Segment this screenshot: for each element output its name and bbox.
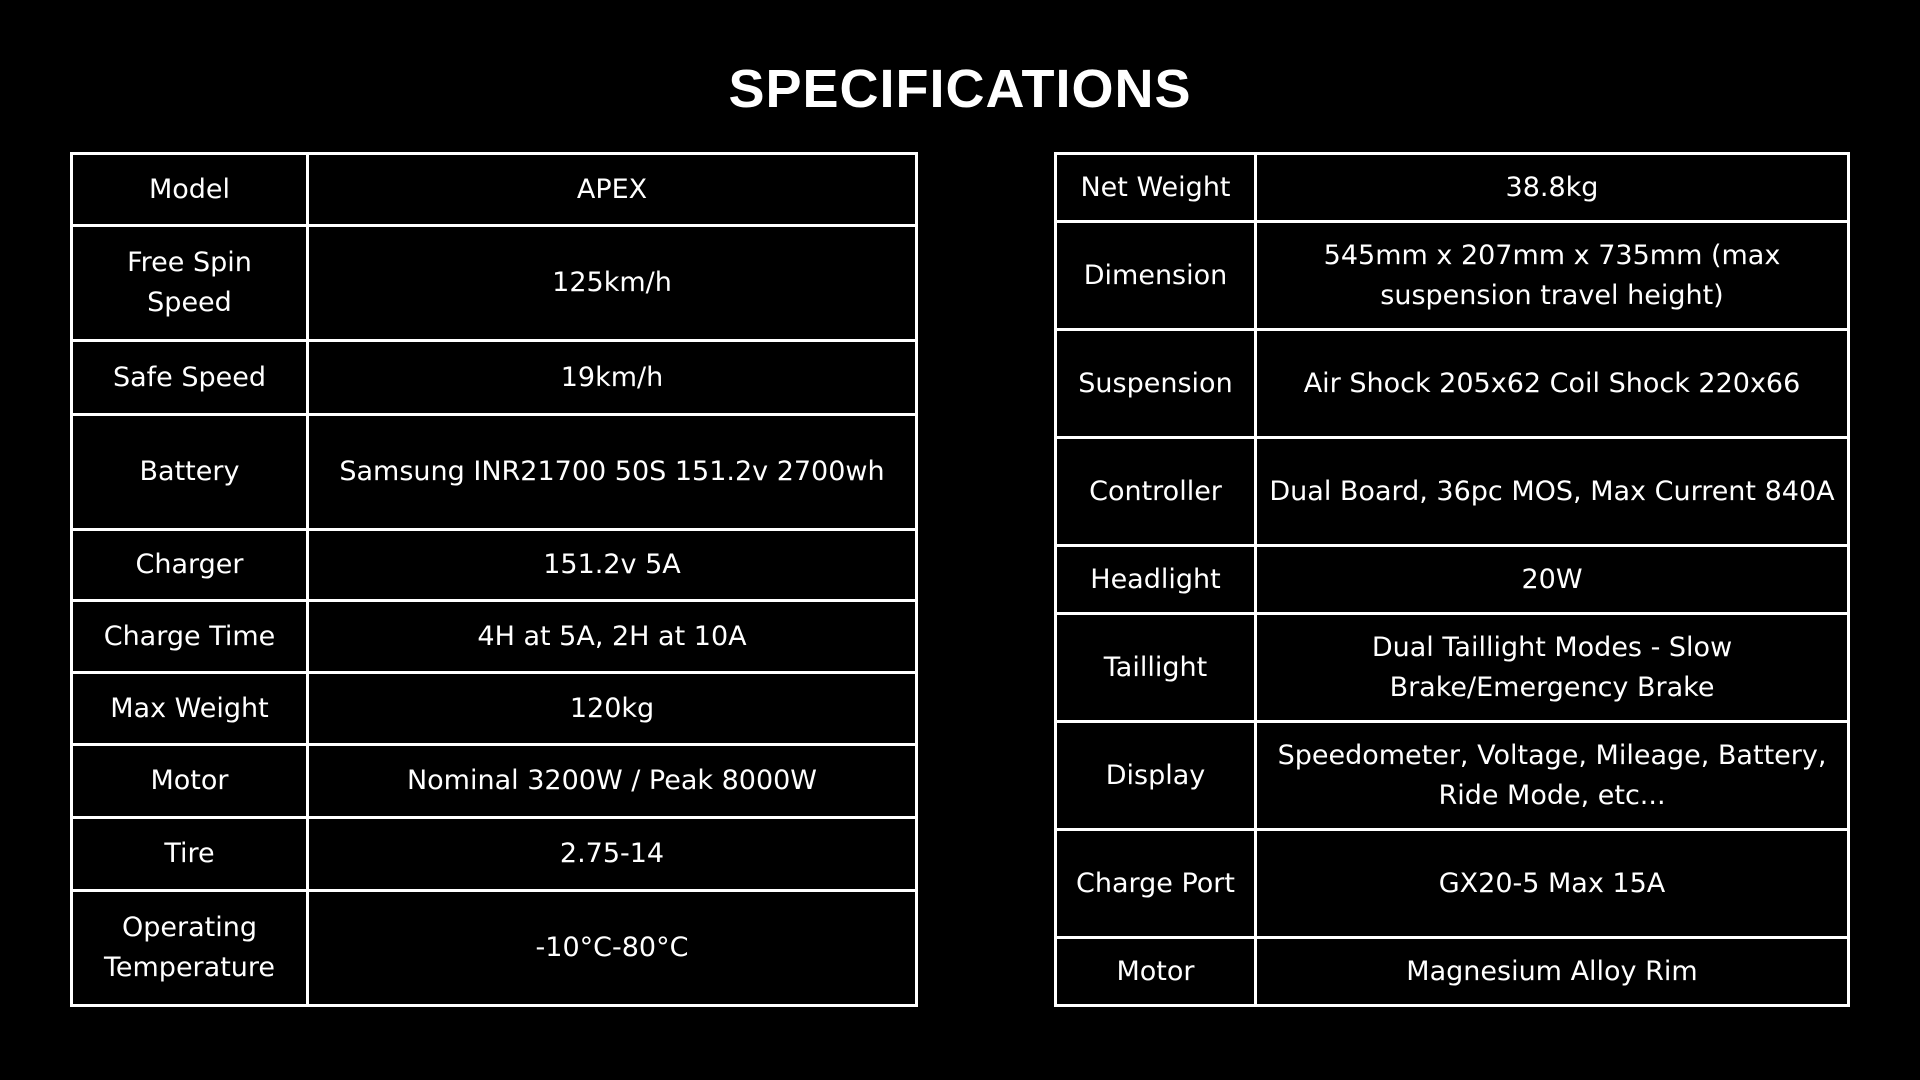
spec-value: 120kg <box>306 671 918 746</box>
spec-label: Operating Temperature <box>70 889 309 1007</box>
spec-label: Motor <box>1054 936 1257 1007</box>
spec-value: GX20-5 Max 15A <box>1254 828 1850 939</box>
spec-value: 20W <box>1254 544 1850 615</box>
spec-value: APEX <box>306 152 918 227</box>
table-row: Headlight 20W <box>1054 544 1850 615</box>
table-row: Operating Temperature -10°C-80°C <box>70 889 918 1007</box>
spec-label: Model <box>70 152 309 227</box>
table-row: Model APEX <box>70 152 918 227</box>
spec-label: Motor <box>70 743 309 819</box>
table-row: Display Speedometer, Voltage, Mileage, Ba… <box>1054 720 1850 831</box>
spec-value: Samsung INR21700 50S 151.2v 2700wh <box>306 413 918 531</box>
spec-label: Battery <box>70 413 309 531</box>
table-row: Free Spin Speed 125km/h <box>70 224 918 342</box>
spec-value: Nominal 3200W / Peak 8000W <box>306 743 918 819</box>
table-row: Battery Samsung INR21700 50S 151.2v 2700w… <box>70 413 918 531</box>
spec-value: 38.8kg <box>1254 152 1850 223</box>
spec-value: 2.75-14 <box>306 816 918 892</box>
table-row: Max Weight 120kg <box>70 671 918 746</box>
spec-label: Taillight <box>1054 612 1257 723</box>
spec-label: Dimension <box>1054 220 1257 331</box>
table-row: Motor Nominal 3200W / Peak 8000W <box>70 743 918 819</box>
spec-value: 545mm x 207mm x 735mm (max suspension tr… <box>1254 220 1850 331</box>
spec-label: Net Weight <box>1054 152 1257 223</box>
table-row: Controller Dual Board, 36pc MOS, Max Curr… <box>1054 436 1850 547</box>
spec-label: Display <box>1054 720 1257 831</box>
spec-label: Max Weight <box>70 671 309 746</box>
table-row: Motor Magnesium Alloy Rim <box>1054 936 1850 1007</box>
table-row: Suspension Air Shock 205x62 Coil Shock 22… <box>1054 328 1850 439</box>
table-row: Charge Time 4H at 5A, 2H at 10A <box>70 599 918 674</box>
spec-label: Headlight <box>1054 544 1257 615</box>
spec-value: 151.2v 5A <box>306 528 918 602</box>
spec-value: 125km/h <box>306 224 918 342</box>
spec-label: Free Spin Speed <box>70 224 309 342</box>
spec-value: 4H at 5A, 2H at 10A <box>306 599 918 674</box>
spec-label: Controller <box>1054 436 1257 547</box>
table-row: Net Weight 38.8kg <box>1054 152 1850 223</box>
spec-value: Magnesium Alloy Rim <box>1254 936 1850 1007</box>
spec-label: Tire <box>70 816 309 892</box>
spec-label: Safe Speed <box>70 339 309 416</box>
spec-value: -10°C-80°C <box>306 889 918 1007</box>
spec-value: Speedometer, Voltage, Mileage, Battery, … <box>1254 720 1850 831</box>
spec-table-left: Model APEX Free Spin Speed 125km/h Safe Spee… <box>70 152 918 1007</box>
table-row: Dimension 545mm x 207mm x 735mm (max susp… <box>1054 220 1850 331</box>
page-title: SPECIFICATIONS <box>728 59 1192 119</box>
table-row: Tire 2.75-14 <box>70 816 918 892</box>
spec-label: Charge Port <box>1054 828 1257 939</box>
spec-table-right: Net Weight 38.8kg Dimension 545mm x 207mm x… <box>1054 152 1850 1007</box>
spec-value: Dual Taillight Modes - Slow Brake/Emerge… <box>1254 612 1850 723</box>
table-row: Safe Speed 19km/h <box>70 339 918 416</box>
spec-value: Air Shock 205x62 Coil Shock 220x66 <box>1254 328 1850 439</box>
spec-label: Charge Time <box>70 599 309 674</box>
spec-value: 19km/h <box>306 339 918 416</box>
spec-label: Charger <box>70 528 309 602</box>
spec-value: Dual Board, 36pc MOS, Max Current 840A <box>1254 436 1850 547</box>
spec-label: Suspension <box>1054 328 1257 439</box>
table-row: Charge Port GX20-5 Max 15A <box>1054 828 1850 939</box>
table-row: Taillight Dual Taillight Modes - Slow Bra… <box>1054 612 1850 723</box>
table-row: Charger 151.2v 5A <box>70 528 918 602</box>
